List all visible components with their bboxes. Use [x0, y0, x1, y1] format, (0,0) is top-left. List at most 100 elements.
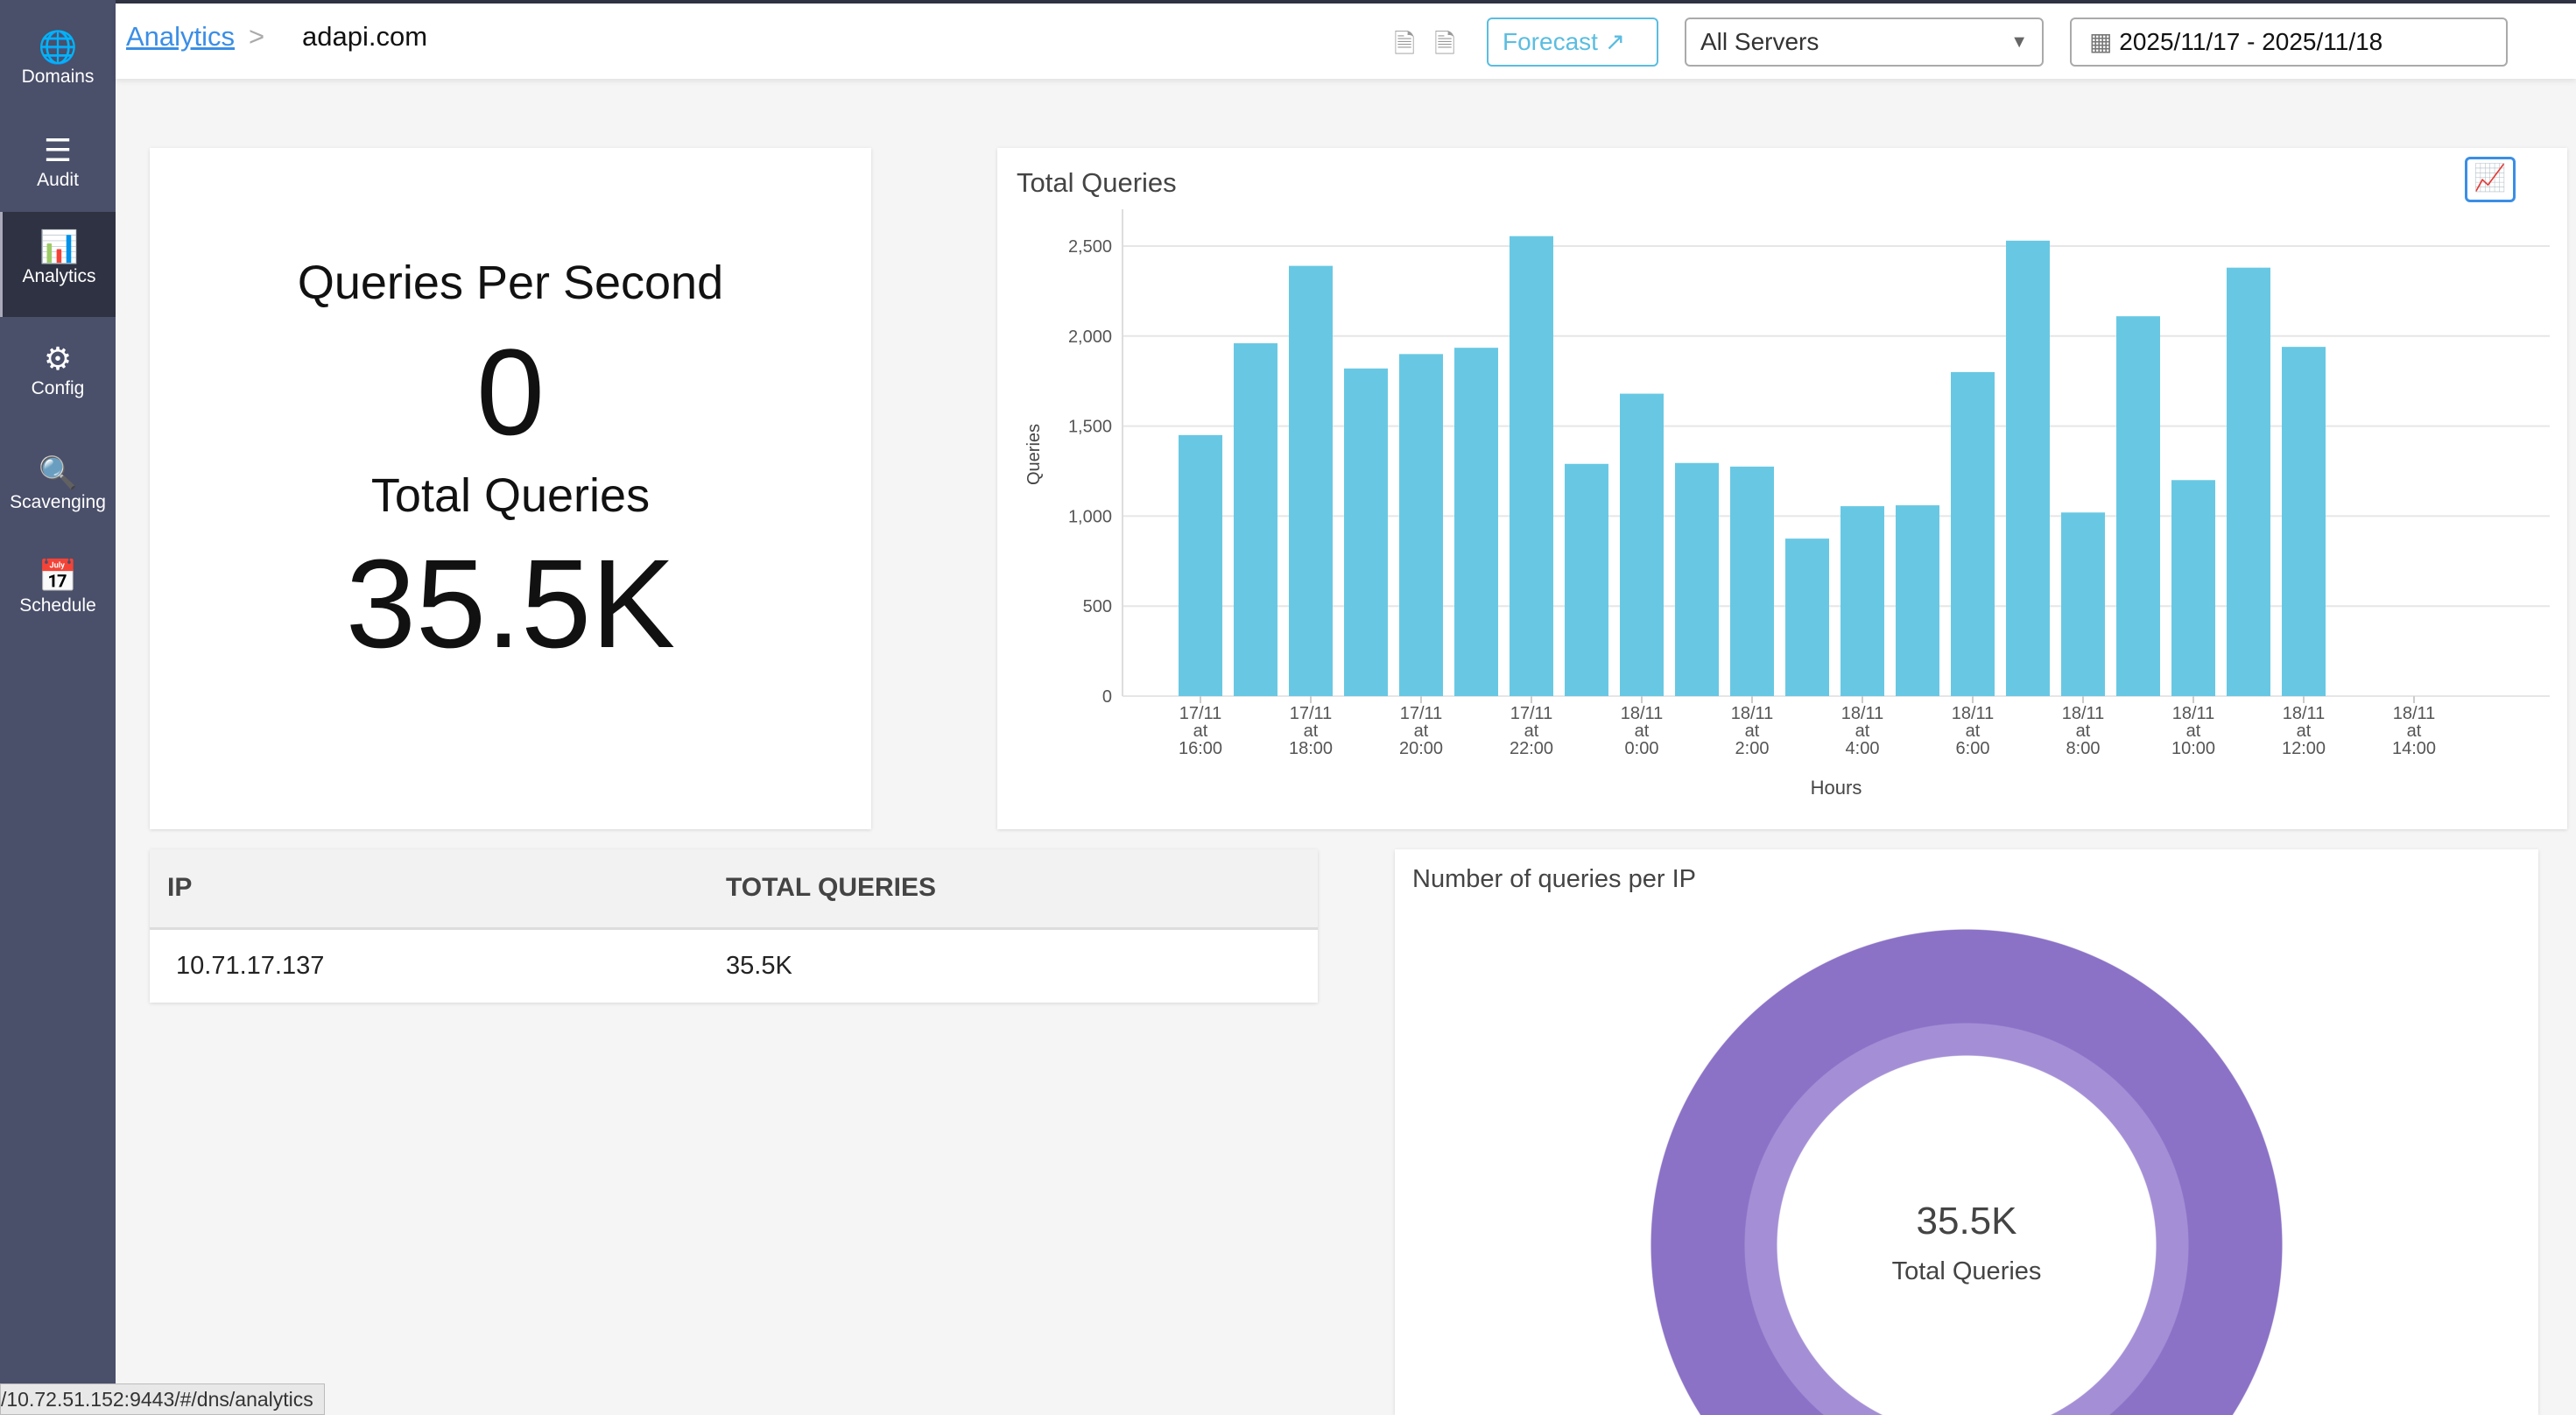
qps-value: 0: [476, 323, 545, 461]
column-header-ip[interactable]: IP: [150, 849, 726, 930]
queries-per-ip-card: Number of queries per IP 35.5K Total Que…: [1395, 849, 2538, 1415]
ip-cell: 10.71.17.137: [176, 952, 325, 981]
ip-table: IP TOTAL QUERIES 10.71.17.137 35.5K: [150, 849, 1318, 1003]
audit-list-icon: ☰: [43, 132, 73, 168]
globe-com-icon: 🌐: [38, 29, 78, 65]
x-tick-label: 18/11: [1841, 704, 1884, 723]
x-tick-label: 18/11: [1621, 704, 1664, 723]
x-tick-label: 6:00: [1956, 739, 1990, 758]
y-axis-label: Queries: [1024, 424, 1044, 485]
bar: [2282, 347, 2326, 696]
x-tick-label: at: [2076, 722, 2091, 741]
breadcrumb-separator: >: [249, 21, 265, 52]
stats-card: Queries Per Second 0 Total Queries 35.5K: [150, 148, 871, 829]
bar: [1399, 354, 1443, 696]
calendar-icon: 📅: [38, 558, 78, 594]
gears-icon: ⚙: [43, 341, 73, 377]
bar: [1785, 539, 1829, 696]
x-tick-label: 4:00: [1846, 739, 1880, 758]
x-tick-label: at: [1193, 722, 1208, 741]
y-tick-label: 1,500: [1068, 418, 1112, 437]
bar: [1896, 505, 1939, 696]
sidebar-item-config[interactable]: ⚙ Config: [0, 324, 116, 427]
forecast-label: Forecast: [1503, 28, 1598, 55]
table-row: 10.71.17.137 35.5K: [150, 928, 1318, 1003]
total-queries-value: 35.5K: [345, 533, 676, 674]
x-tick-label: 2:00: [1735, 739, 1770, 758]
bar: [1951, 371, 1995, 696]
x-tick-label: 17/11: [1290, 704, 1333, 723]
y-tick-label: 1,000: [1068, 507, 1112, 526]
x-tick-label: at: [1855, 722, 1870, 741]
column-header-total-queries[interactable]: TOTAL QUERIES: [726, 849, 1318, 930]
breadcrumb-domain: adapi.com: [302, 21, 428, 52]
bar: [1234, 343, 1277, 696]
x-axis-label: Hours: [1811, 777, 1862, 799]
chart-title: Total Queries: [1017, 167, 1177, 198]
x-tick-label: 18/11: [2172, 704, 2215, 723]
total-queries-label: Total Queries: [370, 469, 651, 522]
top-border: [0, 0, 2576, 4]
sidebar: 🌐 Domains ☰ Audit 📊 Analytics ⚙ Config 🔍 Scav…: [0, 0, 116, 1415]
bar: [1675, 462, 1719, 696]
table-header-row: IP TOTAL QUERIES: [150, 849, 1318, 930]
sidebar-item-scavenging[interactable]: 🔍 Scavenging: [0, 438, 116, 541]
bar: [2006, 240, 2050, 696]
sidebar-item-domains[interactable]: 🌐 Domains: [0, 12, 116, 116]
x-tick-label: at: [1414, 722, 1429, 741]
x-tick-label: 16:00: [1179, 739, 1222, 758]
donut-center-value: 35.5K: [1916, 1200, 2017, 1243]
breadcrumb-analytics-link[interactable]: Analytics: [126, 21, 236, 52]
x-tick-label: 10:00: [2171, 739, 2215, 758]
bar-chart: 05001,0001,5002,0002,50017/11at16:0017/1…: [1024, 209, 2550, 799]
bar: [1841, 506, 1884, 696]
bar: [1289, 265, 1333, 696]
x-tick-label: at: [1524, 722, 1539, 741]
bar: [2061, 512, 2105, 696]
x-tick-label: at: [2297, 722, 2312, 741]
x-tick-label: 17/11: [1179, 704, 1222, 723]
y-tick-label: 500: [1083, 597, 1112, 616]
document-search-icon: 🔍: [38, 454, 78, 490]
total-queries-cell: 35.5K: [726, 952, 792, 981]
date-range-picker[interactable]: ▦ 2025/11/17 - 2025/11/18: [2070, 18, 2508, 67]
server-select[interactable]: All Servers ▼: [1685, 18, 2044, 67]
status-bar-url: /10.72.51.152:9443/#/dns/analytics: [0, 1383, 325, 1415]
sidebar-item-audit[interactable]: ☰ Audit: [0, 116, 116, 219]
y-tick-label: 0: [1102, 687, 1112, 707]
bar: [2171, 480, 2215, 696]
sidebar-label: Domains: [21, 67, 95, 87]
sidebar-item-schedule[interactable]: 📅 Schedule: [0, 541, 116, 644]
x-tick-label: at: [1745, 722, 1760, 741]
x-tick-label: at: [2186, 722, 2201, 741]
chart-type-toggle-icon[interactable]: 📈: [2465, 157, 2516, 202]
sidebar-item-analytics[interactable]: 📊 Analytics: [0, 212, 116, 317]
x-tick-label: 18/11: [1952, 704, 1995, 723]
x-tick-label: 8:00: [2066, 739, 2101, 758]
header: Analytics > adapi.com 🗎 🗎 Forecast ↗ All…: [116, 4, 2576, 79]
donut-chart[interactable]: [1395, 849, 2538, 1415]
bar: [1730, 466, 1774, 696]
x-tick-label: 20:00: [1399, 739, 1443, 758]
excel-export-icon[interactable]: 🗎: [1434, 30, 1456, 59]
server-select-value: All Servers: [1700, 28, 1819, 55]
x-tick-label: at: [2407, 722, 2422, 741]
bar: [1179, 434, 1222, 696]
ip-table-card: IP TOTAL QUERIES 10.71.17.137 35.5K: [150, 849, 1318, 1003]
sidebar-label: Schedule: [19, 595, 96, 616]
forecast-button[interactable]: Forecast ↗: [1487, 18, 1658, 67]
x-tick-label: at: [1635, 722, 1650, 741]
bar: [1620, 393, 1664, 696]
sidebar-label: Config: [31, 378, 85, 398]
x-tick-label: at: [1304, 722, 1319, 741]
sidebar-label: Audit: [37, 170, 79, 190]
sidebar-label: Scavenging: [10, 492, 106, 512]
bar-chart-icon: 📊: [39, 229, 79, 264]
calendar-icon: ▦: [2089, 28, 2113, 55]
donut-center-label: Total Queries: [1891, 1257, 2042, 1285]
total-queries-chart-card: Total Queries 📈 0 500 1,000 1,500 2,000 2,500…: [997, 148, 2567, 829]
bar: [1565, 463, 1608, 696]
pdf-export-icon[interactable]: 🗎: [1394, 30, 1416, 59]
x-tick-label: 18/11: [2283, 704, 2326, 723]
x-tick-label: 18:00: [1289, 739, 1333, 758]
